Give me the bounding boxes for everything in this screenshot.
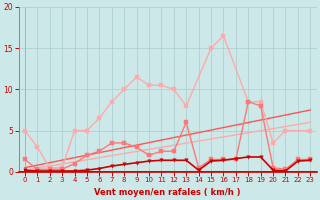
X-axis label: Vent moyen/en rafales ( km/h ): Vent moyen/en rafales ( km/h ) <box>94 188 241 197</box>
